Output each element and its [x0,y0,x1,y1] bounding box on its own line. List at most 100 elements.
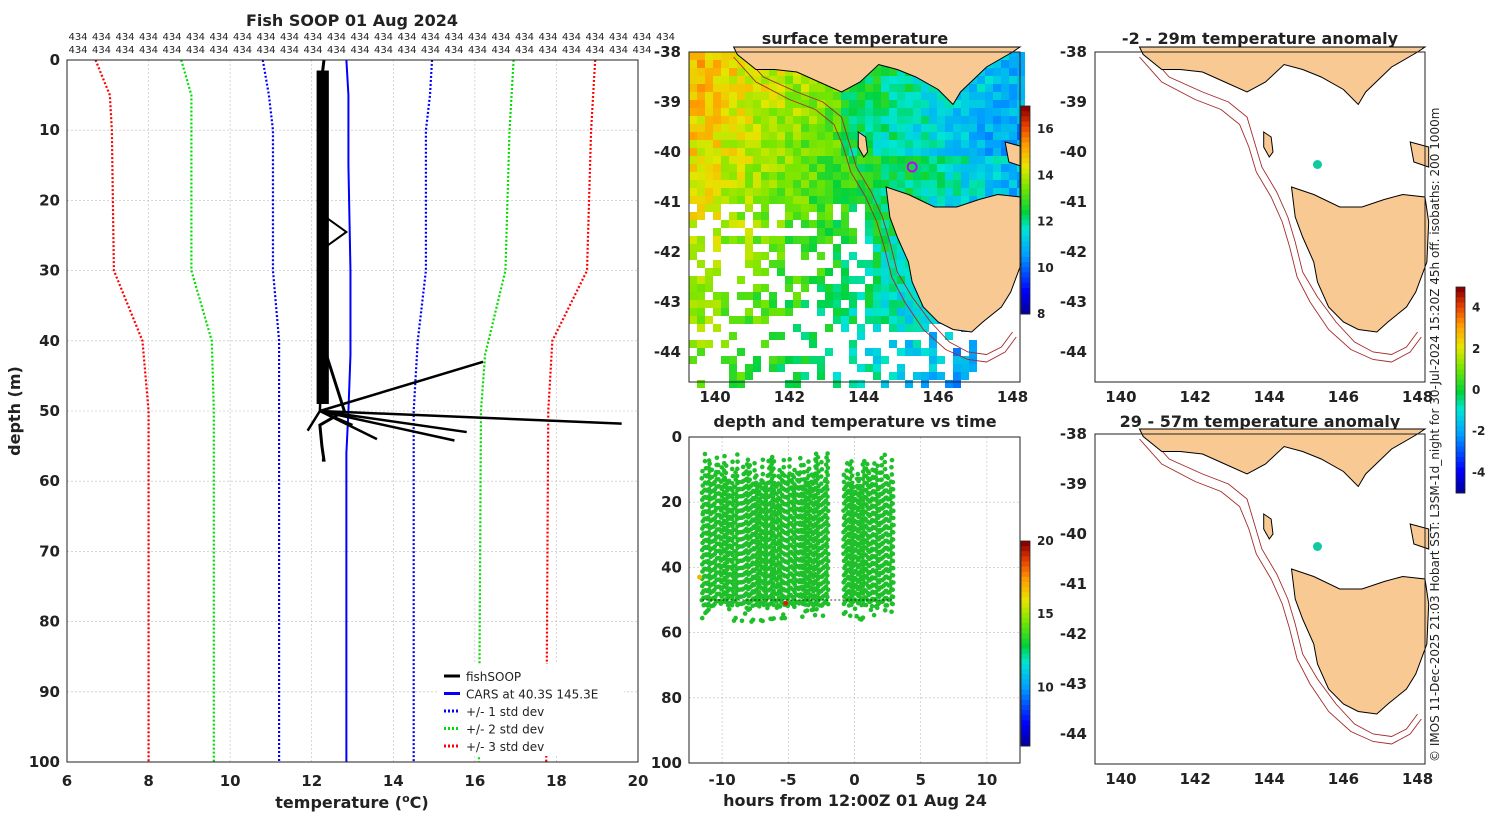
sst-cell [729,236,737,244]
sst-cell [881,68,889,76]
sst-cell [793,76,801,84]
sst-cell [937,356,945,364]
sst-cell [921,124,929,132]
sst-cell [801,76,809,84]
sst-cell [849,236,857,244]
count-label: 434 [350,45,369,56]
sst-cell [721,356,729,364]
sst-cell [913,84,921,92]
anomaly-colorbar-segment [1456,441,1465,448]
sst-cell [713,132,721,140]
sst-cell [697,108,705,116]
sst-cell [865,316,873,324]
map-ytick-label: -42 [1060,243,1087,261]
sst-cell [857,92,865,100]
sst-cell [889,300,897,308]
timedepth-colorbar-segment [1021,720,1030,726]
profile-count-labels: 434 434 434 434 434 434 434 434 434 434 434 434 434 4… [68,32,675,56]
sst-cell [881,316,889,324]
sst-cell [961,188,969,196]
sst-cell [1009,108,1017,116]
sst-cell [745,124,753,132]
sst-cell [785,116,793,124]
sst-cell [697,188,705,196]
sst-cell [873,372,881,380]
sst-cell [881,148,889,156]
sst-cell [833,180,841,188]
sst-cell [865,292,873,300]
timedepth-point [874,605,880,611]
sst-cell [833,220,841,228]
sst-cell [809,84,817,92]
count-label: 434 [515,32,534,43]
map-xtick-label: 142 [774,388,805,406]
timedepth-point [729,538,735,543]
timedepth-point [730,495,735,500]
sst-cell [833,172,841,180]
timedepth-point [733,563,738,568]
sst-cell [1009,188,1017,196]
timedepth-point [761,559,767,565]
map-xtick-label: 142 [1179,388,1210,406]
sst-cell [865,156,873,164]
timedepth-point [824,544,830,550]
map-ytick-label: -38 [654,43,681,61]
sst-cell [777,260,785,268]
sst-cell [881,204,889,212]
timedepth-point [730,524,735,529]
sst-cell [713,204,721,212]
map-xtick-label: 146 [923,388,954,406]
count-label: 434 [656,32,675,43]
sst-cell [905,188,913,196]
anomaly-colorbar-segment [1456,395,1465,401]
timedepth-point [730,552,735,558]
timedepth-point [854,613,859,619]
timedepth-colorbar-segment [1021,556,1030,562]
timedepth-ytick-label: 80 [661,689,682,707]
sst-cell [1001,76,1009,84]
sst-cell [1009,172,1017,180]
sst-cell [1017,76,1025,84]
sst-cell [761,148,769,156]
count-label: 434 [632,32,651,43]
timedepth-point [849,459,854,464]
sst-cell [1001,60,1009,68]
sst-cell [913,148,921,156]
sst-cell [905,308,913,316]
sst-cell [745,372,753,380]
timedepth-colorbar-segment [1021,623,1030,629]
sst-cell [873,260,881,268]
sst-cell [865,308,873,316]
sst-cell [713,212,721,220]
timedepth-point [763,548,769,554]
sst-cell [761,76,769,84]
sst-cell [737,180,745,188]
sst-cell [697,300,705,308]
map-xtick-label: 148 [997,388,1028,406]
sst-cell [713,148,721,156]
sst-cell [841,100,849,108]
count-label: 434 [632,45,651,56]
timedepth-point [763,505,769,511]
timedepth-point [860,555,865,560]
sst-cell [905,276,913,284]
fishsoop-profile-cluster [316,70,329,404]
timedepth-point [866,470,872,476]
sst-cell [857,276,865,284]
timedepth-point [763,591,769,597]
sst-cell [761,180,769,188]
sst-cell [737,172,745,180]
sst-cell [801,188,809,196]
sst-cell [929,108,937,116]
sst-cell [761,220,769,228]
timedepth-point [887,561,892,566]
sst-colorbar-segment [1021,121,1030,128]
sst-cell [905,100,913,108]
sst-cell [713,180,721,188]
anomaly-colorbar-segment [1456,415,1465,422]
sst-cell [825,348,833,356]
sst-cell [817,372,825,380]
sst-cell [961,156,969,164]
a2-land-flinders-island [1409,523,1430,550]
sst-cell [817,284,825,292]
